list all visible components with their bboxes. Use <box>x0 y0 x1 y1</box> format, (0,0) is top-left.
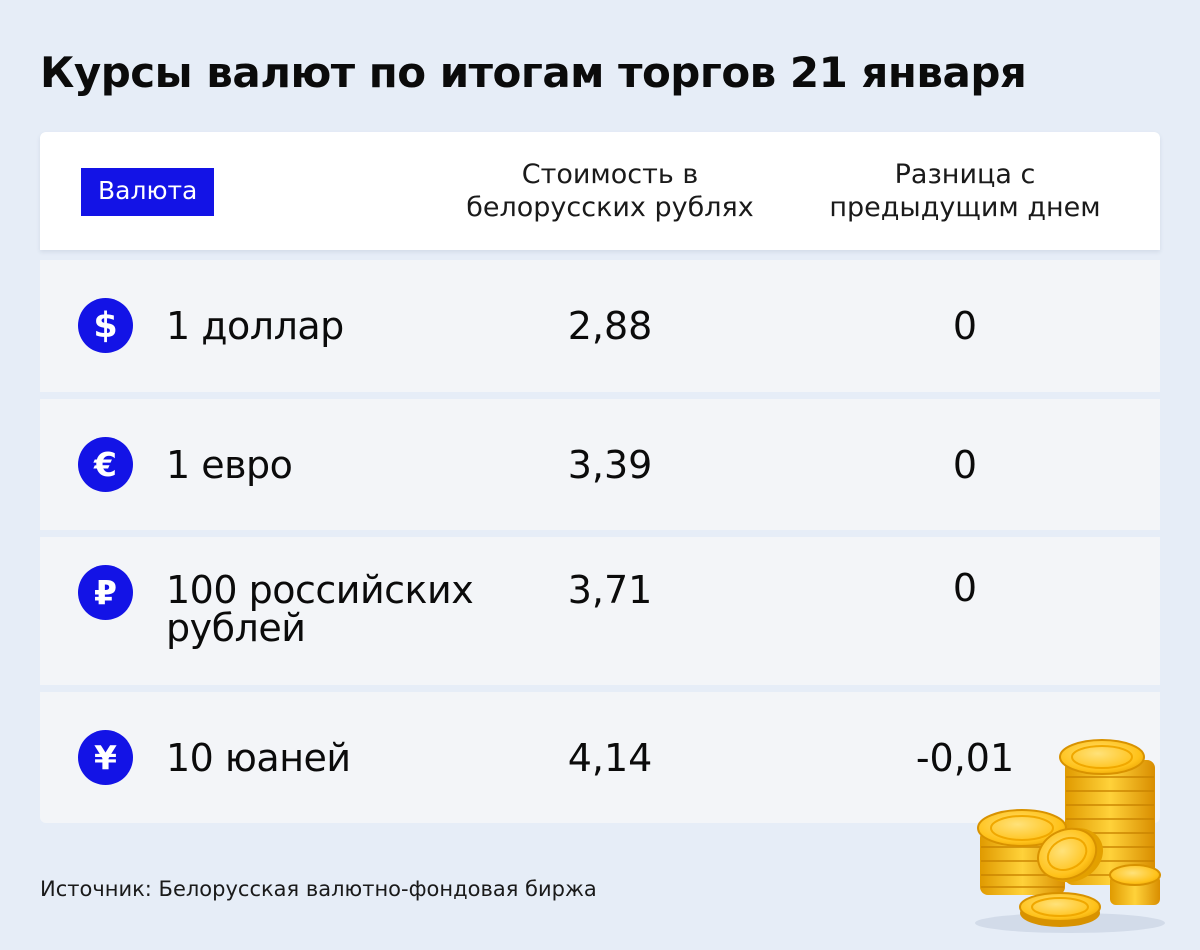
rate-value: 3,71 <box>567 568 653 612</box>
table-row: € 1 евро 3,39 0 <box>40 399 1160 530</box>
diff-column-header: Разница с предыдущим днем <box>805 158 1125 224</box>
table-row: ¥ 10 юаней 4,14 -0,01 <box>40 692 1160 823</box>
svg-text:¥: ¥ <box>94 738 117 777</box>
diff-header-line2: предыдущим днем <box>829 192 1101 223</box>
table-row: $ 1 доллар 2,88 0 <box>40 260 1160 392</box>
svg-text:$: $ <box>93 306 117 346</box>
currency-name: 1 евро <box>166 443 293 487</box>
svg-text:₽: ₽ <box>94 573 117 612</box>
rate-value: 3,39 <box>567 443 653 487</box>
rate-diff: 0 <box>952 566 978 610</box>
currency-name-line2: рублей <box>166 606 306 650</box>
table-header: Валюта Стоимость в белорусских рублях Ра… <box>40 132 1160 250</box>
cost-header-line2: белорусских рублях <box>466 192 754 223</box>
currency-name-line1: 100 российских <box>166 568 474 612</box>
cost-column-header: Стоимость в белорусских рублях <box>440 158 780 224</box>
currency-name: 10 юаней <box>166 736 351 780</box>
table-row: ₽ 100 российских рублей 3,71 0 <box>40 537 1160 685</box>
rate-diff: 0 <box>952 304 978 348</box>
rate-diff: -0,01 <box>915 736 1015 780</box>
yuan-icon: ¥ <box>78 730 133 785</box>
page-title: Курсы валют по итогам торгов 21 января <box>40 48 1027 97</box>
ruble-icon: ₽ <box>78 565 133 620</box>
gold-coins-illustration <box>975 739 1165 933</box>
svg-text:€: € <box>93 445 117 484</box>
currency-column-header: Валюта <box>81 168 215 216</box>
cost-header-line1: Стоимость в <box>521 159 699 190</box>
dollar-icon: $ <box>78 298 133 353</box>
source-note: Источник: Белорусская валютно-фондовая б… <box>40 877 597 901</box>
exchange-rates-table: Валюта Стоимость в белорусских рублях Ра… <box>40 132 1160 823</box>
currency-name: 1 доллар <box>166 304 344 348</box>
rate-value: 2,88 <box>567 304 653 348</box>
rate-diff: 0 <box>952 443 978 487</box>
diff-header-line1: Разница с <box>894 159 1036 190</box>
euro-icon: € <box>78 437 133 492</box>
rate-value: 4,14 <box>567 736 653 780</box>
currency-name: 100 российских рублей <box>166 567 474 651</box>
